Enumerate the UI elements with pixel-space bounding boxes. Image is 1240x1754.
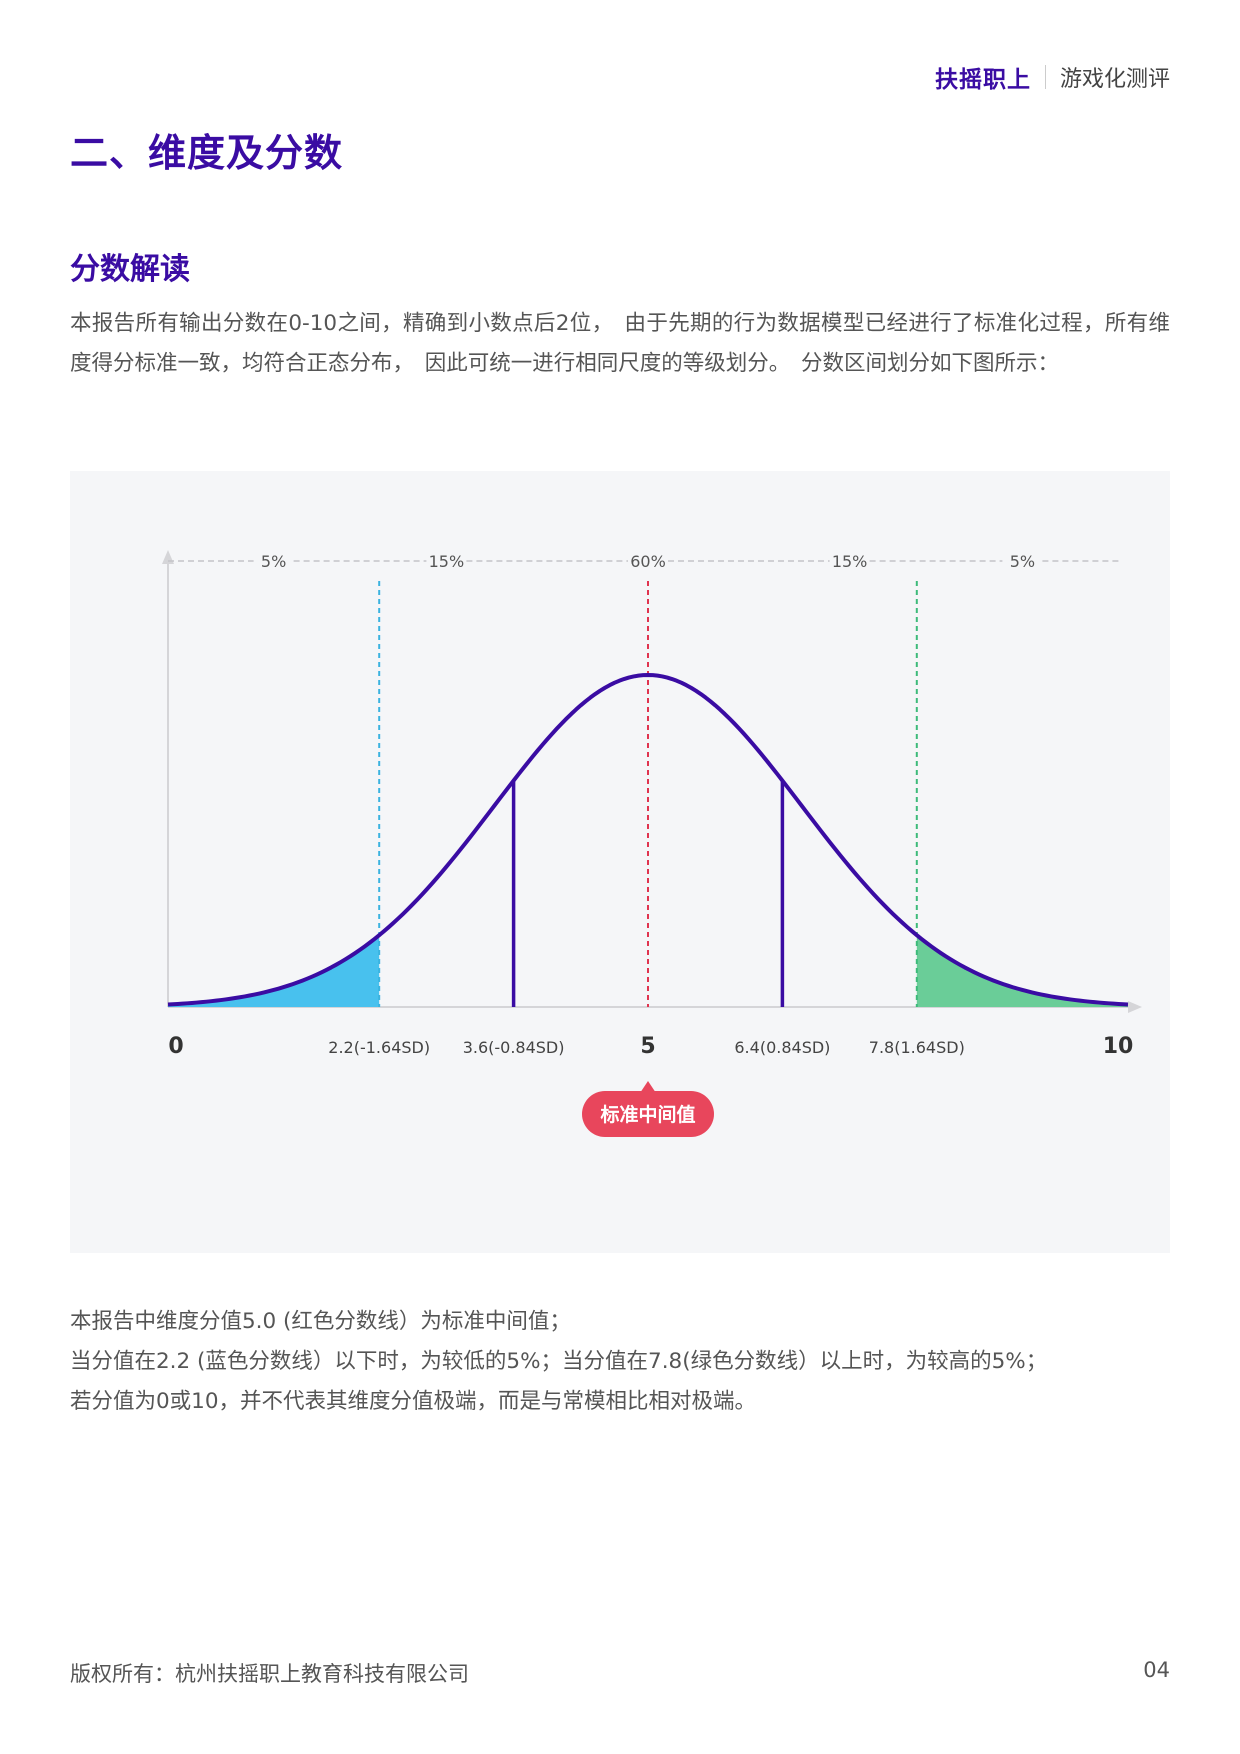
section-title: 二、维度及分数 [70,131,344,175]
x-tick-label: 3.6(-0.84SD) [463,1038,565,1057]
brand-name: 扶摇职上 [934,67,1031,93]
x-tick-label: 7.8(1.64SD) [869,1038,965,1057]
mean-badge [582,1091,714,1137]
page-footer: 版权所有：杭州扶摇职上教育科技有限公司 04 [70,1658,1170,1688]
mean-badge-label: 标准中间值 [600,1103,695,1126]
mean-badge-pointer [640,1081,656,1093]
intro-paragraph: 本报告所有输出分数在0-10之间，精确到小数点后2位， 由于先期的行为数据模型已… [70,311,1170,376]
header-subtitle: 游戏化测评 [1059,67,1170,92]
page-header: 扶摇职上 游戏化测评 [935,60,1170,94]
page-number: 04 [1143,1658,1170,1682]
subsection-title: 分数解读 [70,252,190,287]
x-tick-label: 6.4(0.84SD) [734,1038,830,1057]
notes-block: 本报告中维度分值5.0 (红色分数线）为标准中间值； 当分值在2.2 (蓝色分数… [70,1302,1170,1422]
shaded-tail-area [168,935,380,1007]
normal-distribution-chart: 5% 15% 60% 15% 5% 0 2.2(-1.64SD) 3.6(-0.84SD) 5 6… [162,550,1142,1137]
bell-curve-line [167,673,1129,1007]
header-divider [1044,65,1046,89]
band-percent-label: 15% [429,552,465,571]
x-tick-label: 5 [640,1034,655,1059]
x-tick-label: 10 [1103,1034,1134,1059]
copyright-text: 版权所有：杭州扶摇职上教育科技有限公司 [70,1662,469,1686]
x-tick-label: 0 [168,1034,183,1059]
shaded-tail-area [916,935,1128,1007]
distribution-chart-panel: 5% 15% 60% 15% 5% 0 2.2(-1.64SD) 3.6(-0.84SD) 5 6… [70,471,1170,1253]
x-axis-arrow [1128,1001,1142,1013]
band-percent-label: 5% [1010,552,1035,571]
note-line: 当分值在2.2 (蓝色分数线）以下时，为较低的5%；当分值在7.8(绿色分数线）… [70,1349,1048,1374]
band-percent-label: 15% [832,552,868,571]
note-line: 本报告中维度分值5.0 (红色分数线）为标准中间值； [70,1309,571,1334]
band-percent-label: 5% [261,552,286,571]
y-axis-arrow [162,550,174,564]
band-percent-label: 60% [630,552,666,571]
x-tick-label: 2.2(-1.64SD) [328,1038,430,1057]
note-line: 若分值为0或10，并不代表其维度分值极端，而是与常模相比相对极端。 [70,1389,757,1414]
